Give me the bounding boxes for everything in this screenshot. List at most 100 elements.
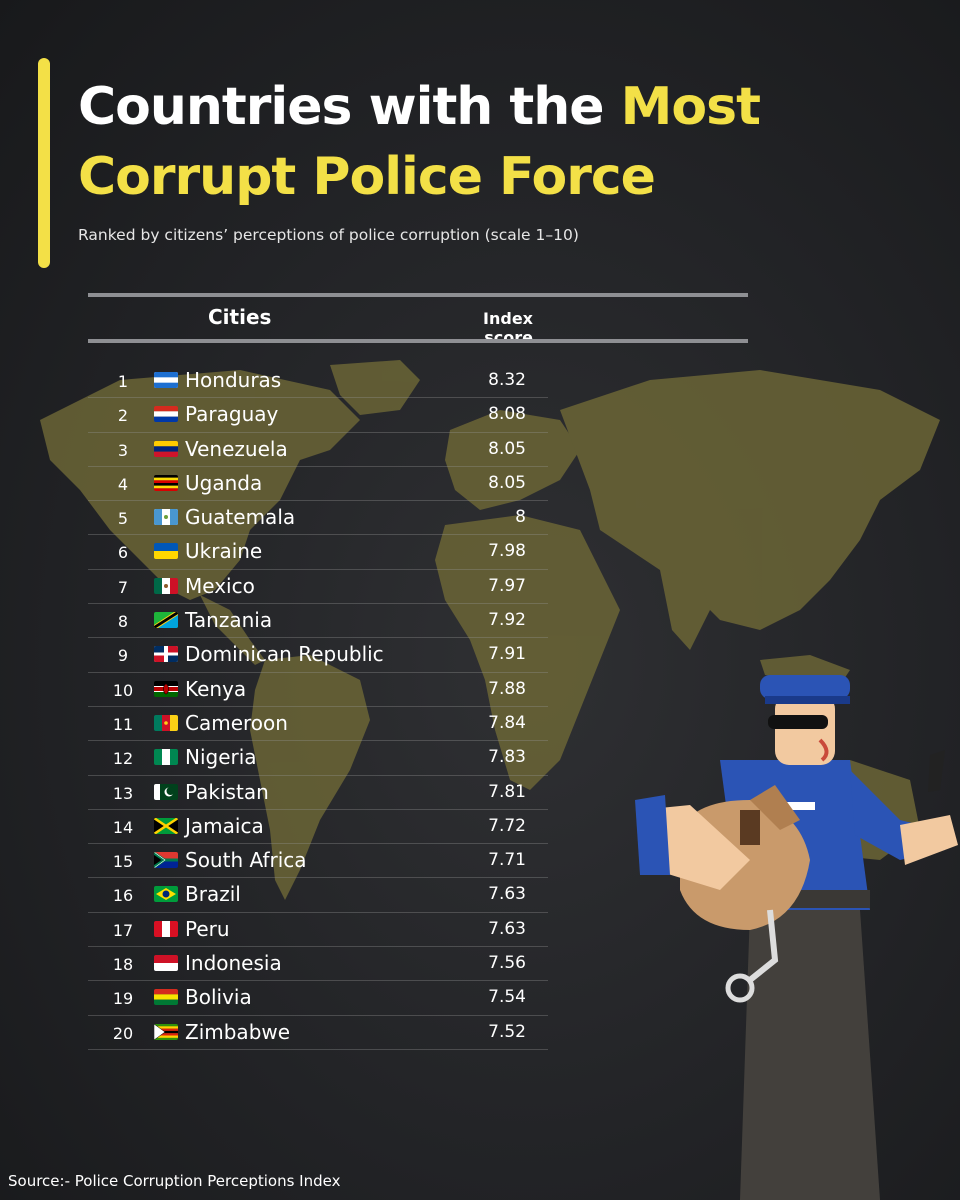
row-country-name: Nigeria (185, 745, 257, 770)
row-country-name: Indonesia (185, 951, 282, 976)
table-row: 9 Dominican Republic 7.91 (88, 638, 548, 673)
row-country-name: Guatemala (185, 505, 296, 530)
row-rank: 5 (117, 509, 129, 529)
row-rank: 17 (112, 920, 134, 940)
mexico-flag-icon (154, 577, 178, 594)
table-row: 11 Cameroon 7.84 (88, 707, 548, 742)
row-index-score: 7.72 (488, 815, 526, 836)
row-rank: 11 (112, 714, 134, 734)
row-rank: 6 (117, 543, 129, 563)
table-row: 10 Kenya 7.88 (88, 673, 548, 707)
table-row: 15 South Africa 7.71 (88, 844, 548, 879)
source-note: Source:- Police Corruption Perceptions I… (8, 1172, 341, 1190)
row-country-name: Zimbabwe (185, 1019, 291, 1044)
table-row: 16 Brazil 7.63 (88, 878, 548, 913)
table-row: 7 Mexico 7.97 (88, 570, 548, 605)
table-row: 5 Guatemala 8 (88, 501, 548, 536)
zimbabwe-flag-icon (154, 1023, 178, 1040)
row-rank: 13 (112, 783, 134, 803)
row-country-name: Paraguay (185, 402, 279, 427)
row-index-score: 7.63 (488, 918, 526, 939)
row-country-name: Dominican Republic (185, 642, 384, 667)
cameroon-flag-icon (154, 714, 178, 731)
jamaica-flag-icon (154, 817, 178, 834)
column-header-cities: Cities (208, 305, 272, 329)
table-row: 1 Honduras 8.32 (88, 364, 548, 399)
row-index-score: 8 (515, 507, 526, 528)
row-rank: 7 (117, 577, 129, 597)
corrupt-police-officer-illustration (635, 675, 958, 1200)
row-index-score: 7.81 (488, 781, 526, 802)
row-index-score: 8.05 (488, 472, 526, 493)
table-header-rule (88, 339, 748, 343)
row-country-name: Brazil (185, 882, 241, 907)
row-country-name: Venezuela (185, 436, 288, 461)
title-white-part: Countries with the (78, 77, 621, 137)
title-highlight-line2: Corrupt Police Force (78, 147, 656, 207)
south-africa-flag-icon (154, 852, 178, 869)
row-index-score: 8.08 (488, 404, 526, 425)
brazil-flag-icon (154, 886, 178, 903)
bolivia-flag-icon (154, 989, 178, 1006)
row-rank: 3 (117, 440, 129, 460)
row-index-score: 7.98 (488, 541, 526, 562)
row-index-score: 7.56 (488, 953, 526, 974)
row-rank: 20 (112, 1023, 134, 1043)
table-top-rule (88, 293, 748, 297)
row-index-score: 7.97 (488, 575, 526, 596)
pakistan-flag-icon (154, 783, 178, 800)
row-rank: 2 (117, 406, 129, 426)
row-index-score: 8.05 (488, 438, 526, 459)
table-row: 18 Indonesia 7.56 (88, 947, 548, 982)
venezuela-flag-icon (154, 440, 178, 457)
table-row: 12 Nigeria 7.83 (88, 741, 548, 776)
row-index-score: 7.92 (488, 610, 526, 631)
row-country-name: Pakistan (185, 779, 269, 804)
table-row: 2 Paraguay 8.08 (88, 398, 548, 433)
table-row: 13 Pakistan 7.81 (88, 776, 548, 810)
row-country-name: Peru (185, 916, 230, 941)
title-highlight-most: Most (620, 77, 761, 137)
honduras-flag-icon (154, 372, 178, 388)
row-index-score: 7.52 (488, 1021, 526, 1042)
row-rank: 10 (112, 680, 134, 700)
row-rank: 4 (117, 474, 129, 494)
table-row: 8 Tanzania 7.92 (88, 604, 548, 639)
row-index-score: 7.91 (488, 644, 526, 665)
row-index-score: 7.71 (488, 850, 526, 871)
row-index-score: 7.54 (488, 987, 526, 1008)
row-rank: 15 (112, 852, 134, 872)
kenya-flag-icon (154, 680, 178, 697)
row-country-name: Jamaica (185, 813, 264, 838)
row-country-name: Bolivia (185, 985, 252, 1010)
row-index-score: 7.84 (488, 712, 526, 733)
row-rank: 18 (112, 955, 134, 975)
row-country-name: Uganda (185, 470, 263, 495)
ranking-table: 1 Honduras 8.32 2 Paraguay 8.08 3 Venezuela 8.05… (88, 364, 548, 1050)
row-country-name: Tanzania (185, 608, 273, 633)
row-rank: 14 (112, 817, 134, 837)
table-row: 20 Zimbabwe 7.52 (88, 1016, 548, 1050)
row-rank: 9 (117, 646, 129, 666)
row-rank: 12 (112, 749, 134, 769)
row-country-name: Cameroon (185, 710, 288, 735)
table-row: 4 Uganda 8.05 (88, 467, 548, 502)
row-country-name: Honduras (185, 368, 282, 392)
table-row: 17 Peru 7.63 (88, 913, 548, 948)
row-country-name: Ukraine (185, 539, 263, 564)
row-index-score: 8.32 (488, 370, 526, 390)
row-rank: 19 (112, 989, 134, 1009)
row-rank: 1 (117, 372, 129, 391)
title-accent-bar (38, 58, 50, 268)
row-country-name: Mexico (185, 573, 255, 598)
row-country-name: South Africa (185, 848, 307, 873)
nigeria-flag-icon (154, 749, 178, 766)
peru-flag-icon (154, 920, 178, 937)
tanzania-flag-icon (154, 612, 178, 629)
dominican-republic-flag-icon (154, 646, 178, 663)
indonesia-flag-icon (154, 955, 178, 972)
row-index-score: 7.88 (488, 678, 526, 699)
guatemala-flag-icon (154, 509, 178, 526)
page-title: Countries with the Most Corrupt Police Fo… (78, 72, 761, 212)
uganda-flag-icon (154, 474, 178, 491)
